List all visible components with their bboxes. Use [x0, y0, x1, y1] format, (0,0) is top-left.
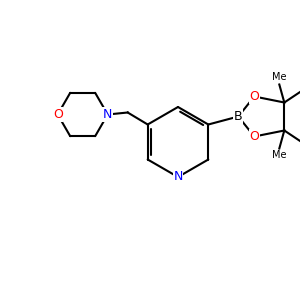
Text: O: O: [249, 90, 259, 103]
Text: O: O: [53, 108, 63, 121]
Text: Me: Me: [272, 73, 286, 82]
Text: Me: Me: [272, 151, 286, 160]
Text: O: O: [249, 130, 259, 143]
Text: N: N: [173, 170, 183, 184]
Text: N: N: [103, 108, 112, 121]
Text: B: B: [234, 110, 243, 123]
